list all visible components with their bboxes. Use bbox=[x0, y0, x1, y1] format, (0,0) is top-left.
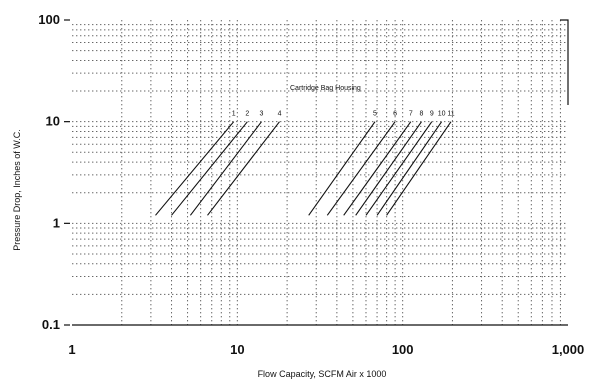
x-tick-label: 100 bbox=[392, 342, 414, 357]
y-tick-label: 10 bbox=[46, 114, 60, 129]
curve-1 bbox=[155, 121, 235, 216]
y-tick-label: 1 bbox=[53, 215, 60, 230]
curve-8 bbox=[355, 121, 422, 216]
annotation: Cartridge Bag Housing bbox=[290, 85, 361, 92]
x-tick-label: 1 bbox=[68, 342, 75, 357]
curve-11 bbox=[386, 121, 452, 216]
axes bbox=[72, 19, 569, 326]
curve-label-4: 4 bbox=[278, 111, 282, 118]
x-tick-label: 1,000 bbox=[552, 342, 585, 357]
curve-label-8: 8 bbox=[420, 111, 424, 118]
curve-label-1: 1 bbox=[232, 111, 236, 118]
curve-10 bbox=[376, 121, 443, 216]
y-tick-label: 0.1 bbox=[42, 317, 60, 332]
curves bbox=[155, 121, 452, 216]
curve-label-9: 9 bbox=[430, 111, 434, 118]
x-tick-label: 10 bbox=[230, 342, 244, 357]
curve-label-5: 5 bbox=[373, 111, 377, 118]
grid bbox=[72, 20, 568, 325]
x-axis-title: Flow Capacity, SCFM Air x 1000 bbox=[258, 369, 387, 379]
curve-6 bbox=[326, 121, 396, 216]
curve-label-11: 11 bbox=[447, 111, 454, 118]
curve-label-6: 6 bbox=[393, 111, 397, 118]
curve-9 bbox=[365, 121, 433, 216]
curve-3 bbox=[189, 121, 262, 216]
curve-4 bbox=[207, 121, 280, 216]
curve-label-10: 10 bbox=[438, 111, 446, 118]
curve-label-7: 7 bbox=[409, 111, 413, 118]
y-axis-title: Pressure Drop, Inches of W.C. bbox=[12, 129, 22, 251]
curve-5 bbox=[308, 121, 376, 216]
curve-2 bbox=[171, 121, 248, 216]
curve-label-3: 3 bbox=[260, 111, 264, 118]
right-frame-line bbox=[560, 19, 569, 105]
curve-label-2: 2 bbox=[245, 111, 249, 118]
curve-7 bbox=[343, 121, 412, 216]
y-tick-label: 100 bbox=[38, 12, 60, 27]
